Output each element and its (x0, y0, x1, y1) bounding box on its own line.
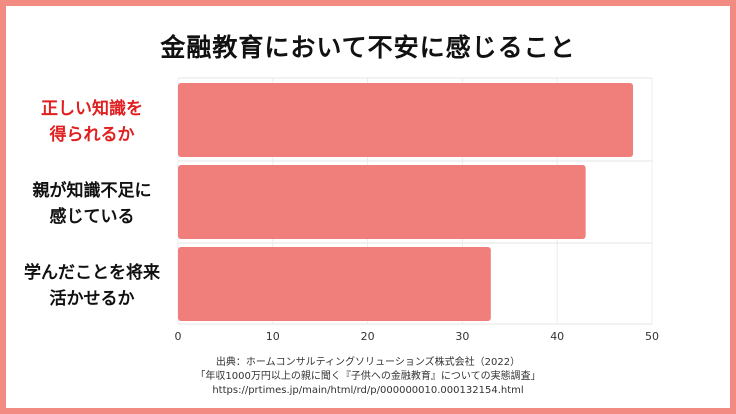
chart-title: 金融教育において不安に感じること (160, 33, 576, 62)
category-label-1-0: 親が知識不足に (33, 180, 152, 201)
category-label-2-0: 学んだことを将来 (24, 262, 161, 283)
bar-0 (178, 83, 634, 157)
category-label-1-1: 感じている (50, 206, 135, 227)
category-label-0-0: 正しい知識を (41, 98, 143, 119)
bar-2 (178, 247, 491, 321)
source-line-3: https://prtimes.jp/main/html/rd/p/000000… (212, 385, 524, 396)
category-label-2-1: 活かせるか (50, 288, 135, 309)
source-line-1: 出典：ホームコンサルティングソリューションズ株式会社（2022） (215, 357, 521, 368)
bar-1 (178, 165, 586, 239)
source-note: 出典：ホームコンサルティングソリューションズ株式会社（2022） 「年収1000… (6, 356, 730, 398)
x-tick-label-4: 40 (550, 330, 564, 343)
source-line-2: 「年収1000万円以上の親に聞く『子供への金融教育』についての実態調査」 (195, 371, 541, 382)
x-tick-label-3: 30 (455, 330, 469, 343)
x-tick-label-0: 0 (175, 330, 182, 343)
chart-frame: 金融教育において不安に感じること 正しい知識を 得られるか親が知識不足に 感じている… (6, 6, 730, 408)
x-tick-label-5: 50 (645, 330, 659, 343)
category-label-0-1: 得られるか (49, 124, 135, 145)
x-tick-label-1: 10 (266, 330, 280, 343)
x-tick-label-2: 20 (361, 330, 375, 343)
